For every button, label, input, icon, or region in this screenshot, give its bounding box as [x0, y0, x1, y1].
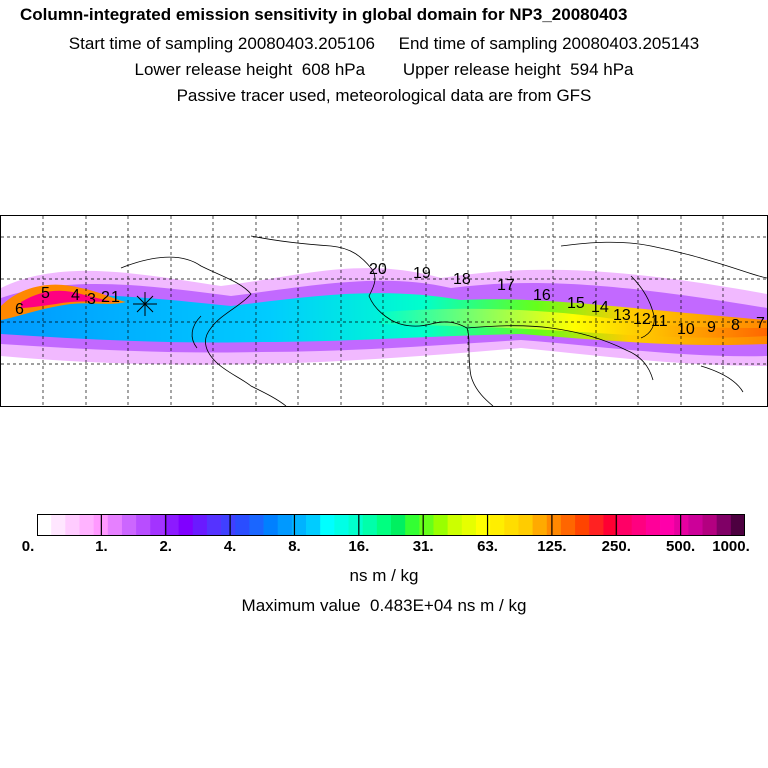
colorbar-swatch: [235, 514, 250, 536]
colorbar-swatch: [716, 514, 732, 536]
colorbar-swatch: [631, 514, 647, 536]
colorbar-tick-label: 2.: [159, 538, 172, 555]
colorbar-tick-label: 250.: [601, 538, 631, 555]
colorbar-swatch: [490, 514, 505, 536]
colorbar-swatch: [37, 514, 52, 536]
colorbar-swatch: [589, 514, 604, 536]
colorbar-swatch: [79, 514, 95, 536]
colorbar-tick-label: 1.: [95, 538, 108, 555]
day-label: 7: [756, 315, 765, 332]
colorbar-swatch: [51, 514, 66, 536]
colorbar-tick-label: 31.: [412, 538, 434, 555]
colorbar-tick-label: 8.: [288, 538, 301, 555]
colorbar-swatch: [645, 514, 661, 536]
colorbar-swatch: [277, 514, 293, 536]
day-label: 10: [677, 321, 695, 338]
colorbar-swatch: [249, 514, 264, 536]
colorbar-swatch: [65, 514, 80, 536]
colorbar-swatch: [617, 514, 633, 536]
colorbar-swatch: [306, 514, 321, 536]
colorbar-swatch: [532, 514, 548, 536]
colorbar-frame: [37, 514, 745, 536]
colorbar-swatch: [447, 514, 463, 536]
colorbar-swatch: [376, 514, 392, 536]
day-label: 20: [369, 261, 387, 278]
colorbar-swatch: [518, 514, 533, 536]
release-heights: Lower release height 608 hPa Upper relea…: [134, 60, 634, 79]
day-label: 3: [87, 291, 96, 308]
colorbar-swatch: [674, 514, 689, 536]
emission-sensitivity-map: 6 5 4 3 2 1 20 19 18 17 16 15 14 13 12 1…: [0, 215, 768, 407]
colorbar-swatch: [334, 514, 349, 536]
coastlines: [120, 235, 767, 406]
day-label: 6: [15, 301, 24, 318]
day-label: 19: [413, 265, 431, 282]
day-label: 5: [41, 285, 50, 302]
plume-core: [381, 308, 767, 338]
colorbar-swatch: [178, 514, 194, 536]
colorbar-tick-label: 1000.: [712, 538, 750, 555]
sampling-times: Start time of sampling 20080403.205106 E…: [68, 34, 700, 53]
day-label: 13: [613, 307, 631, 324]
colorbar-swatch: [107, 514, 123, 536]
day-label: 16: [533, 287, 551, 304]
colorbar-swatch: [419, 514, 434, 536]
day-label: 15: [567, 295, 585, 312]
day-label: 9: [707, 319, 716, 336]
day-label: 14: [591, 299, 609, 316]
colorbar-tick-label: 63.: [477, 538, 498, 555]
colorbar-swatch: [150, 514, 165, 536]
colorbar-tick-label: 4.: [223, 538, 237, 555]
colorbar-swatch: [560, 514, 576, 536]
day-label: 18: [453, 271, 471, 288]
colorbar-swatch: [575, 514, 590, 536]
colorbar-swatch: [730, 514, 745, 536]
colorbar-swatch: [433, 514, 449, 536]
colorbar-swatch: [206, 514, 222, 536]
colorbar-swatch: [461, 514, 477, 536]
colorbar-swatch: [348, 514, 364, 536]
colorbar-swatch: [320, 514, 335, 536]
day-label: 4: [71, 287, 80, 304]
day-label: 11: [651, 313, 668, 330]
plot-title: Column-integrated emission sensitivity i…: [20, 5, 628, 24]
graticule: [1, 216, 767, 406]
colorbar-swatch: [702, 514, 718, 536]
colorbar-tick-label: 16.: [348, 538, 370, 555]
colorbar-swatch: [263, 514, 279, 536]
colorbar-tick-label: 125.: [537, 538, 567, 555]
day-label: 12: [633, 311, 651, 328]
day-label: 8: [731, 317, 740, 334]
colorbar-tick-label: 500.: [666, 538, 696, 555]
day-label: 2: [101, 289, 110, 306]
colorbar-swatch: [546, 514, 562, 536]
colorbar-swatch: [475, 514, 491, 536]
colorbar-swatch: [603, 514, 618, 536]
colorbar-swatch: [192, 514, 208, 536]
day-label: 1: [111, 289, 120, 306]
maximum-value: Maximum value 0.483E+04 ns m / kg: [241, 596, 527, 615]
colorbar-unit: ns m / kg: [349, 566, 419, 585]
colorbar-swatch: [660, 514, 675, 536]
colorbar-swatch: [121, 514, 137, 536]
tracer-info: Passive tracer used, meteorological data…: [176, 86, 592, 105]
colorbar-swatch: [504, 514, 519, 536]
colorbar-swatch: [405, 514, 420, 536]
colorbar-tick-label: 0.: [21, 538, 35, 555]
colorbar-swatch: [136, 514, 151, 536]
colorbar-swatch: [391, 514, 406, 536]
colorbar-swatch: [688, 514, 703, 536]
colorbar-swatch: [362, 514, 378, 536]
release-point-star: [133, 292, 157, 316]
day-label: 17: [497, 277, 515, 294]
colorbar-swatch: [291, 514, 307, 536]
colorbar-swatch: [221, 514, 236, 536]
colorbar-swatch: [164, 514, 179, 536]
colorbar: [37, 514, 745, 536]
